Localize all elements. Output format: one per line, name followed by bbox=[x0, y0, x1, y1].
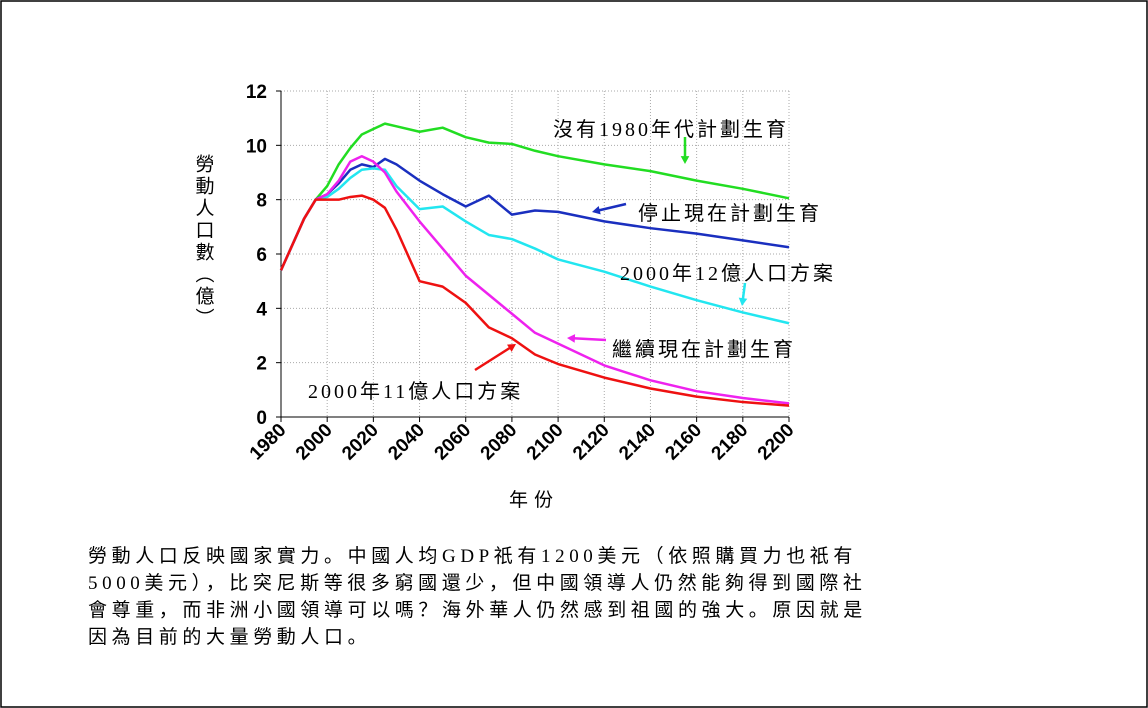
line bbox=[279, 167, 790, 325]
x-axis-label: 年份 bbox=[509, 489, 559, 511]
paragraph-line: 因為目前的大量勞動人口。 bbox=[88, 627, 372, 648]
arrow bbox=[597, 202, 627, 212]
arrow-head bbox=[592, 205, 601, 215]
legend-label: 2000年12億人口方案 bbox=[620, 262, 836, 285]
legend-label: 沒有1980年代計劃生育 bbox=[553, 118, 789, 141]
legend-label: 停止現在計劃生育 bbox=[638, 202, 822, 225]
y-tick-label: 10 bbox=[246, 136, 267, 157]
paragraph-line: 5000美元），比突尼斯等很多窮國還少，但中國領導人仍然能夠得到國際社 bbox=[88, 573, 867, 594]
line bbox=[279, 122, 790, 271]
y-tick-label: 12 bbox=[246, 82, 267, 103]
arrow bbox=[474, 346, 512, 372]
arrow-head bbox=[738, 297, 748, 306]
line bbox=[279, 194, 790, 407]
legend-label: 繼續現在計劃生育 bbox=[612, 338, 796, 361]
arrow-head bbox=[507, 344, 516, 352]
y-tick-label: 0 bbox=[256, 408, 267, 429]
y-tick-label: 2 bbox=[256, 354, 267, 375]
y-tick-label: 8 bbox=[256, 191, 267, 212]
y-tick-label: 6 bbox=[256, 245, 267, 266]
arrow bbox=[741, 282, 747, 301]
arrow-head bbox=[680, 156, 690, 164]
legend-label: 2000年11億人口方案 bbox=[308, 380, 523, 403]
paragraph-line: 會尊重，而非洲小國領導可以嗎？海外華人仍然感到祖國的強大。原因就是 bbox=[88, 600, 867, 621]
paragraph-line: 勞動人口反映國家實力。中國人均GDP祇有1200美元（依照購買力也祇有 bbox=[88, 546, 858, 567]
line bbox=[279, 154, 790, 405]
y-axis-label: 勞動人口數（億） bbox=[193, 154, 215, 330]
arrow bbox=[572, 337, 607, 342]
arrow-head bbox=[567, 334, 576, 343]
y-tick-label: 4 bbox=[256, 299, 267, 320]
